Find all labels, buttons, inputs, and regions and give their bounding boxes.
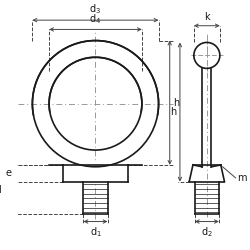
Text: l: l xyxy=(0,184,1,194)
Text: m: m xyxy=(238,173,247,183)
Text: h: h xyxy=(170,107,176,117)
Bar xyxy=(30,163,160,182)
Text: e: e xyxy=(6,168,12,178)
Text: d$_1$: d$_1$ xyxy=(90,225,102,239)
Text: k: k xyxy=(204,12,210,22)
Text: h: h xyxy=(174,98,180,108)
Text: d$_3$: d$_3$ xyxy=(90,3,102,16)
Text: d$_4$: d$_4$ xyxy=(89,12,102,26)
Text: d$_2$: d$_2$ xyxy=(201,225,213,239)
